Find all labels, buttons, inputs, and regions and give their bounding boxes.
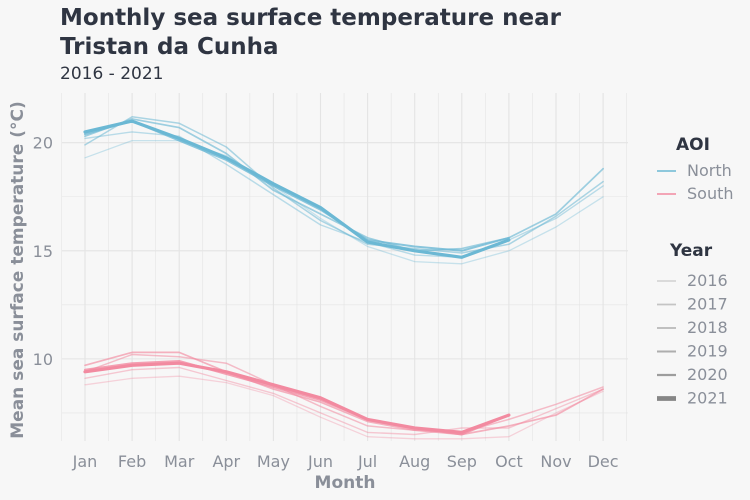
legend: AOI Year North South 2016 2017 2018 2019 2020 2… [657,135,734,408]
y-tick-label: 20 [33,134,53,153]
series-line-south-2019 [84,351,604,436]
legend-label-year-2016: 2016 [687,271,728,290]
x-tick-label: Apr [212,452,240,471]
x-tick-label: Jun [307,452,333,471]
series-line-north-2021 [83,119,511,259]
x-tick-label: May [257,452,290,471]
x-tick-label: Sep [447,452,477,471]
series-layer [83,116,604,440]
y-tick-labels: 10 15 20 [33,134,53,369]
x-tick-label: Feb [118,452,146,471]
legend-label-south: South [687,184,734,203]
legend-label-year-2019: 2019 [687,342,728,361]
x-tick-label: Jul [357,452,377,471]
chart-title: Monthly sea surface temperature near Tri… [60,5,561,60]
x-tick-label: Jan [72,452,98,471]
grid-layer [61,93,628,441]
x-tick-label: Mar [164,452,195,471]
x-tick-label: Oct [495,452,523,471]
legend-label-year-2020: 2020 [687,365,728,384]
legend-year-title: Year [669,241,713,261]
x-axis-title: Month [315,473,376,493]
series-line-south-2021 [83,361,511,434]
legend-label-year-2017: 2017 [687,295,728,314]
legend-label-year-2021: 2021 [687,389,728,408]
x-tick-label: Aug [399,452,430,471]
chart-subtitle: 2016 - 2021 [60,64,164,84]
x-tick-label: Dec [588,452,619,471]
y-tick-label: 10 [33,350,53,369]
x-tick-label: Nov [540,452,571,471]
series-line-north-2018 [84,116,604,254]
series-line-south-2016 [84,375,604,440]
y-tick-label: 15 [33,242,53,261]
legend-label-year-2018: 2018 [687,318,728,337]
legend-aoi-title: AOI [676,135,710,155]
series-line-south-2018 [84,353,604,434]
y-axis-title: Mean sea surface temperature (°C) [8,101,28,438]
legend-label-north: North [687,161,732,180]
x-tick-labels: Jan Feb Mar Apr May Jun Jul Aug Sep Oct Nov Dec [72,452,619,471]
